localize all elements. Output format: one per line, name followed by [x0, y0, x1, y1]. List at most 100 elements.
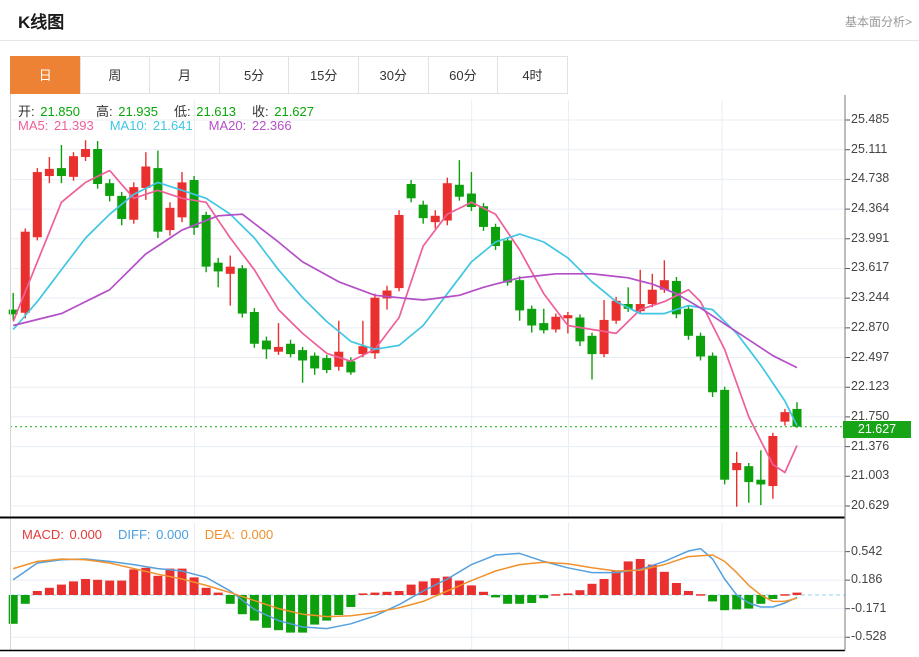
candle-body: [768, 435, 778, 487]
macd-bar: [81, 579, 91, 595]
macd-bar: [44, 587, 54, 595]
macd-bar: [442, 576, 452, 595]
ma10-line: [12, 181, 798, 426]
candle-body: [346, 361, 356, 373]
macd-bar: [659, 571, 669, 595]
period-tab-2[interactable]: 月: [149, 56, 220, 94]
macd-bar: [56, 584, 66, 595]
macd-bar: [322, 595, 332, 621]
candle-body: [708, 355, 718, 393]
legend-ma-ma20-value: 22.366: [248, 118, 292, 133]
macd-bar: [792, 592, 802, 595]
legend-ohlc-open-value: 21.850: [36, 104, 80, 119]
legend-ohlc-low-value: 21.613: [192, 104, 236, 119]
macd-bar: [768, 595, 778, 599]
candle-body: [491, 226, 501, 246]
candle-body: [44, 168, 54, 177]
macd-bar: [141, 567, 151, 595]
candle-body: [454, 184, 464, 197]
candle-body: [141, 166, 151, 188]
macd-bar: [358, 593, 368, 595]
candle-body: [298, 350, 308, 361]
macd-bar: [720, 595, 730, 611]
ma20-line: [12, 213, 798, 369]
ma5-line: [12, 169, 798, 474]
candle-body: [93, 149, 103, 184]
legend-ohlc-close: 收: 21.627: [252, 101, 314, 120]
period-tab-3[interactable]: 5分: [218, 56, 290, 94]
price-tick-label: 20.629: [851, 498, 890, 512]
macd-tick-label: -0.528: [851, 629, 887, 644]
candle-body: [599, 319, 609, 355]
macd-bar: [515, 595, 525, 604]
header-divider: [0, 40, 919, 41]
legend-macd-macd-value: 0.000: [65, 527, 103, 542]
candle-body: [249, 311, 259, 344]
macd-bar: [732, 595, 742, 610]
candle-body: [418, 204, 428, 219]
candle-body: [527, 308, 537, 326]
candle-body: [696, 335, 706, 357]
candle-body: [334, 351, 344, 367]
macd-bar: [418, 581, 428, 595]
period-tab-7[interactable]: 4时: [497, 56, 568, 94]
macd-bar: [68, 581, 78, 595]
macd-bar: [611, 571, 621, 595]
legend-ohlc-low: 低: 21.613: [174, 101, 236, 120]
macd-tick-label: 0.542: [851, 543, 883, 558]
macd-bar: [117, 580, 127, 595]
candle-body: [575, 317, 585, 342]
dea-line: [12, 554, 798, 618]
macd-bar: [249, 595, 259, 621]
macd-bar: [527, 595, 537, 603]
page-title: K线图: [18, 13, 65, 32]
candle-body: [394, 214, 404, 289]
macd-bar: [696, 594, 706, 596]
candle-body: [430, 215, 440, 223]
legend-ohlc-close-value: 21.627: [270, 104, 314, 119]
legend-macd-macd: MACD: 0.000: [22, 527, 102, 542]
macd-bar: [382, 591, 392, 595]
candle-body: [8, 309, 18, 315]
legend-ma-ma5-value: 21.393: [50, 118, 94, 133]
macd-bar: [780, 594, 790, 596]
price-tick-label: 23.617: [851, 260, 890, 275]
macd-bar: [466, 585, 476, 595]
candle-body: [539, 323, 549, 331]
macd-bar: [683, 591, 693, 595]
macd-bar: [647, 564, 657, 595]
macd-bar: [32, 591, 42, 595]
current-price-badge: 21.627: [843, 420, 911, 438]
period-tab-1[interactable]: 周: [79, 56, 151, 94]
legend-ohlc-high-label: 高:: [96, 104, 113, 119]
candle-body: [792, 408, 802, 427]
macd-bar: [93, 579, 103, 595]
price-tick-label: 23.991: [851, 230, 890, 245]
macd-bar: [587, 583, 597, 595]
price-tick-label: 24.738: [851, 171, 890, 186]
period-tab-6[interactable]: 60分: [427, 56, 499, 94]
legend-macd-diff-label: DIFF:: [118, 527, 151, 542]
candle-body: [442, 183, 452, 221]
price-tick-label: 22.497: [851, 349, 890, 364]
macd-bar: [478, 591, 488, 595]
price-tick-label: 25.485: [851, 112, 890, 126]
period-tab-5[interactable]: 30分: [357, 56, 429, 94]
period-tab-0[interactable]: 日: [10, 56, 81, 94]
macd-bar: [430, 578, 440, 595]
candle-body: [732, 462, 742, 471]
macd-bar: [286, 595, 296, 633]
ohlc-legend: 开: 21.850 高: 21.935 低: 21.613 收: 21.627: [18, 101, 330, 120]
candle-body: [20, 231, 30, 313]
macd-bar: [310, 595, 320, 625]
legend-ohlc-open: 开: 21.850: [18, 101, 80, 120]
candle-body: [780, 412, 790, 422]
macd-bar: [635, 559, 645, 595]
macd-bar: [575, 590, 585, 595]
candle-body: [56, 168, 66, 177]
candle-body: [720, 389, 730, 480]
legend-ohlc-high-value: 21.935: [114, 104, 158, 119]
period-tab-4[interactable]: 15分: [288, 56, 359, 94]
fundamental-analysis-link[interactable]: 基本面分析>: [844, 15, 912, 29]
